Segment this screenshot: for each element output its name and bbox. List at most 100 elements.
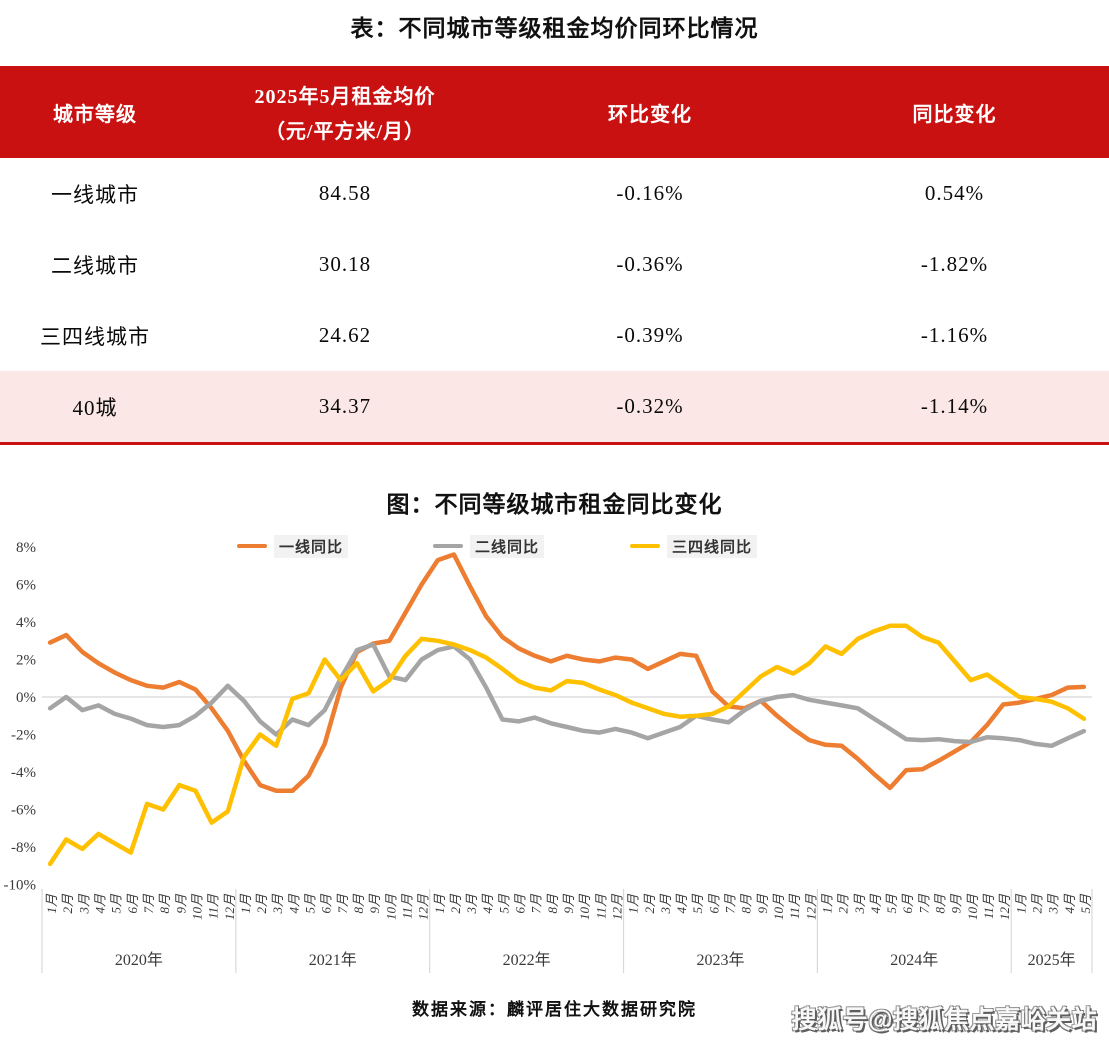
cell-mom: -0.16% <box>616 181 684 205</box>
month-tick-label: 6月 <box>900 893 915 914</box>
y-axis-tick-label: -10% <box>4 878 37 894</box>
month-tick-label: 1月 <box>1013 893 1028 914</box>
month-tick-label: 1月 <box>626 893 641 914</box>
year-label: 2023年 <box>696 951 744 969</box>
month-tick-label: 3月 <box>1046 893 1061 915</box>
month-tick-label: 11月 <box>787 893 802 919</box>
month-tick-label: 9月 <box>561 893 576 914</box>
cell-yoy: -1.82% <box>920 252 989 276</box>
cell-yoy: -1.14% <box>920 394 989 418</box>
y-axis-tick-label: 6% <box>16 578 36 594</box>
cell-price: 24.62 <box>318 323 372 347</box>
table-row-second-tier: 二线城市 30.18 -0.36% -1.82% <box>0 229 1109 300</box>
cell-mom: -0.39% <box>616 323 684 347</box>
table-row-40-cities: 40城 34.37 -0.32% -1.14% <box>0 371 1109 444</box>
month-tick-label: 2月 <box>60 893 75 914</box>
table-row-first-tier: 一线城市 84.58 -0.16% 0.54% <box>0 158 1109 229</box>
month-tick-label: 10月 <box>771 893 786 920</box>
month-tick-label: 8月 <box>739 893 754 914</box>
month-tick-label: 12月 <box>609 893 624 920</box>
month-tick-label: 4月 <box>1062 893 1077 914</box>
month-tick-label: 5月 <box>884 893 899 914</box>
table-row-third-fourth-tier: 三四线城市 24.62 -0.39% -1.16% <box>0 300 1109 371</box>
month-tick-label: 12月 <box>803 893 818 920</box>
y-axis-tick-label: -4% <box>11 765 36 781</box>
cell-price: 84.58 <box>318 181 372 205</box>
month-tick-label: 5月 <box>496 893 511 914</box>
table-title: 表：不同城市等级租金均价同环比情况 <box>350 16 759 41</box>
yoy-line-chart: 8% 6% 4% 2% 0% -2% -4% -6% -8% -10% 1月 2月 3月 4月 5月 6月 7月… <box>0 533 1109 981</box>
month-tick-label: 3月 <box>270 893 285 915</box>
col-header-avg-rent-line1: 2025年5月租金均价 <box>254 86 436 108</box>
month-tick-label: 5月 <box>690 893 705 914</box>
cell-mom: -0.32% <box>616 394 684 418</box>
col-header-city-tier: 城市等级 <box>53 103 137 126</box>
month-tick-label: 12月 <box>222 893 237 920</box>
cell-yoy: -1.16% <box>920 323 989 347</box>
month-tick-label: 7月 <box>141 893 156 914</box>
month-tick-label: 8月 <box>545 893 560 914</box>
month-tick-label: 2月 <box>642 893 657 914</box>
col-header-avg-rent: 2025年5月租金均价 （元/平方米/月） <box>190 66 500 158</box>
cell-tier: 三四线城市 <box>40 324 150 349</box>
year-label: 2024年 <box>890 951 938 969</box>
rent-price-table: 城市等级 2025年5月租金均价 （元/平方米/月） 环比变化 同比变化 一线城… <box>0 66 1109 445</box>
chart-canvas: 8%6%4%2%0%-2%-4%-6%-8%-10%1月 2月 3月 4月 5月 6月 7月… <box>4 540 1093 973</box>
month-tick-label: 10月 <box>383 893 398 920</box>
table-header-row: 城市等级 2025年5月租金均价 （元/平方米/月） 环比变化 同比变化 <box>0 66 1109 158</box>
month-tick-label: 11月 <box>399 893 414 919</box>
month-tick-label: 12月 <box>997 893 1012 920</box>
month-tick-label: 7月 <box>529 893 544 914</box>
year-label: 2025年 <box>1028 951 1076 969</box>
month-tick-label: 7月 <box>723 893 738 914</box>
month-tick-label: 2月 <box>836 893 851 914</box>
month-tick-label: 2月 <box>254 893 269 914</box>
month-tick-label: 1月 <box>432 893 447 914</box>
month-tick-label: 5月 <box>109 893 124 914</box>
cell-yoy: 0.54% <box>924 181 985 205</box>
series-line-2 <box>47 623 1087 867</box>
month-tick-label: 1月 <box>44 893 59 914</box>
year-label: 2020年 <box>115 951 163 969</box>
y-axis-tick-label: 0% <box>16 690 36 706</box>
month-tick-label: 2月 <box>448 893 463 914</box>
table-header: 城市等级 2025年5月租金均价 （元/平方米/月） 环比变化 同比变化 <box>0 66 1109 158</box>
series-line-0 <box>47 552 1087 794</box>
month-tick-label: 5月 <box>1078 893 1093 914</box>
y-axis-tick-label: -8% <box>11 840 36 856</box>
col-header-mom-change: 环比变化 <box>608 103 692 126</box>
month-tick-label: 3月 <box>464 893 479 915</box>
month-tick-label: 6月 <box>125 893 140 914</box>
month-tick-label: 3月 <box>852 893 867 915</box>
month-tick-label: 10月 <box>189 893 204 920</box>
month-tick-label: 6月 <box>319 893 334 914</box>
cell-price: 30.18 <box>318 252 372 276</box>
col-header-yoy-change: 同比变化 <box>912 103 997 126</box>
series-line-1 <box>47 642 1087 749</box>
month-tick-label: 4月 <box>868 893 883 914</box>
y-axis-tick-label: -2% <box>11 728 36 744</box>
month-tick-label: 10月 <box>577 893 592 920</box>
y-axis-tick-label: 2% <box>16 653 36 669</box>
cell-mom: -0.36% <box>616 252 684 276</box>
cell-tier: 二线城市 <box>51 253 139 278</box>
cell-price: 34.37 <box>318 394 372 418</box>
month-tick-label: 10月 <box>965 893 980 920</box>
month-tick-label: 11月 <box>593 893 608 919</box>
month-tick-label: 7月 <box>916 893 931 914</box>
month-tick-label: 7月 <box>335 893 350 914</box>
month-tick-label: 2月 <box>1029 893 1044 914</box>
month-tick-label: 11月 <box>981 893 996 919</box>
month-tick-label: 12月 <box>416 893 431 920</box>
month-tick-label: 4月 <box>93 893 108 914</box>
month-tick-label: 4月 <box>674 893 689 914</box>
y-axis-tick-label: -6% <box>11 803 36 819</box>
month-tick-label: 4月 <box>480 893 495 914</box>
month-tick-label: 9月 <box>949 893 964 914</box>
month-tick-label: 9月 <box>755 893 770 914</box>
cell-tier: 一线城市 <box>51 182 139 207</box>
cell-tier: 40城 <box>72 395 118 420</box>
data-source-note: 数据来源：麟评居住大数据研究院 <box>412 1000 697 1019</box>
month-tick-label: 8月 <box>351 893 366 914</box>
month-tick-label: 6月 <box>513 893 528 914</box>
